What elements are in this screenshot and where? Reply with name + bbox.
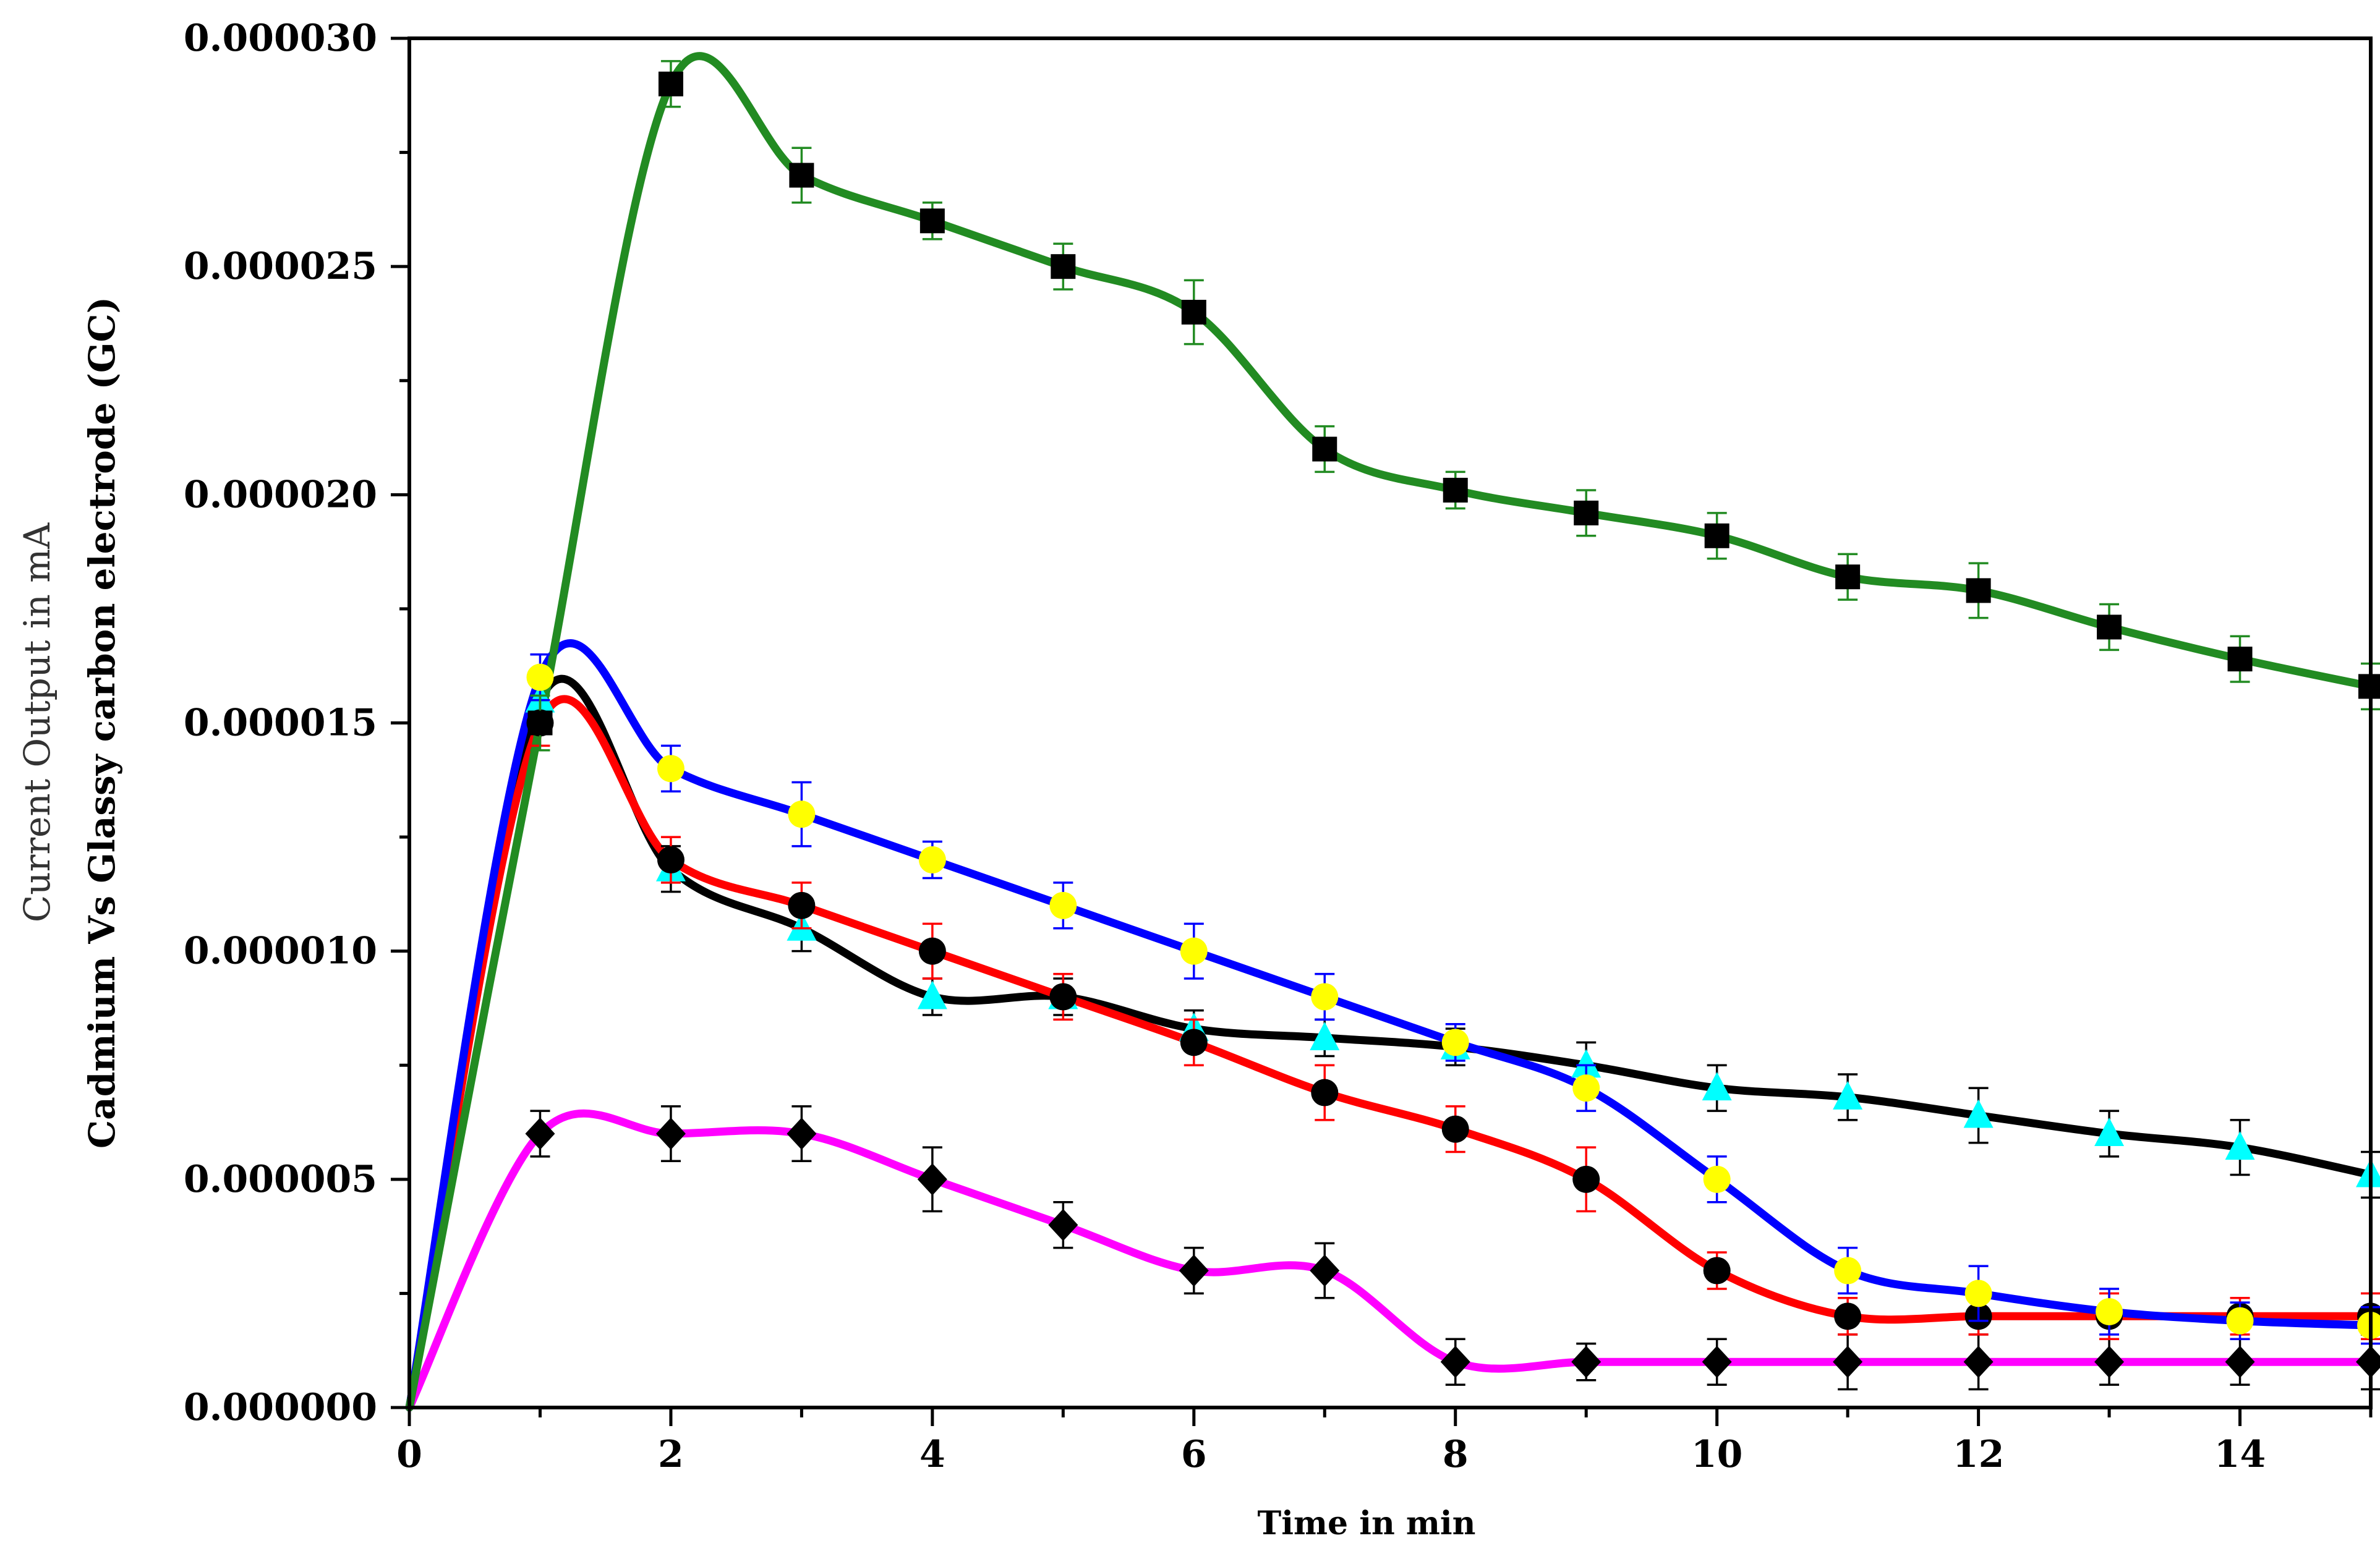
data-point-square bbox=[1704, 523, 1730, 548]
y-tick-label: 0.000015 bbox=[184, 702, 377, 745]
data-point-square bbox=[1312, 436, 1337, 462]
data-point-circle bbox=[1964, 1280, 1992, 1307]
series-points-blue-circles bbox=[526, 653, 2380, 1345]
data-point-diamond bbox=[1440, 1346, 1470, 1378]
data-point-triangle bbox=[2356, 1158, 2380, 1187]
data-point-square bbox=[1966, 578, 1991, 603]
x-tick-label: 6 bbox=[1181, 1433, 1207, 1476]
y-tick-label: 0.000030 bbox=[184, 17, 377, 60]
data-point-triangle bbox=[1833, 1081, 1863, 1110]
data-point-square bbox=[2227, 647, 2253, 672]
data-point-triangle bbox=[1963, 1099, 1994, 1128]
x-tick-label: 14 bbox=[2214, 1433, 2266, 1476]
data-point-square bbox=[1835, 564, 1861, 590]
x-tick-label: 10 bbox=[1691, 1433, 1743, 1476]
x-tick-label: 12 bbox=[1953, 1433, 2005, 1476]
data-point-square bbox=[919, 208, 945, 234]
data-point-circle bbox=[1049, 891, 1077, 919]
data-point-triangle bbox=[2225, 1131, 2255, 1160]
axis-layer: 0 2 4 6 8 10 12 14 0.000000 0.000005 0.000010 0.000… bbox=[184, 17, 2373, 1476]
series-line-green-squares bbox=[405, 52, 2375, 1412]
data-point-circle bbox=[788, 801, 816, 828]
data-point-circle bbox=[918, 846, 946, 873]
data-point-triangle bbox=[1571, 1049, 1602, 1078]
series-line-magenta-diamonds bbox=[405, 1109, 2375, 1412]
x-tick-label: 2 bbox=[658, 1433, 684, 1476]
series-line-red-circles bbox=[405, 695, 2375, 1412]
data-point-square bbox=[789, 163, 814, 188]
data-point-circle bbox=[1834, 1302, 1862, 1330]
data-point-diamond bbox=[1833, 1346, 1863, 1378]
data-point-circle bbox=[1180, 1029, 1208, 1056]
series-line-blue-circles bbox=[405, 639, 2375, 1412]
data-point-circle bbox=[1311, 1079, 1339, 1106]
y-tick-label: 0.000025 bbox=[184, 245, 377, 288]
data-point-diamond bbox=[917, 1163, 947, 1196]
data-point-diamond bbox=[655, 1118, 686, 1150]
data-point-triangle bbox=[1310, 1021, 1340, 1050]
data-point-circle bbox=[2096, 1298, 2123, 1325]
data-point-circle bbox=[1572, 1074, 1600, 1102]
data-point-square bbox=[1443, 477, 1468, 503]
data-point-diamond bbox=[525, 1118, 555, 1150]
data-point-circle bbox=[1311, 983, 1339, 1011]
data-point-circle bbox=[1049, 983, 1077, 1011]
x-tick-label: 8 bbox=[1443, 1433, 1469, 1476]
x-tick-label: 4 bbox=[919, 1433, 945, 1476]
data-point-circle bbox=[526, 663, 554, 691]
series-line-black-triangles bbox=[405, 674, 2375, 1412]
data-point-diamond bbox=[1963, 1346, 1994, 1378]
data-point-square bbox=[1051, 254, 1076, 279]
data-point-circle bbox=[1441, 1115, 1469, 1143]
data-point-circle bbox=[1703, 1165, 1731, 1193]
data-point-square bbox=[2097, 614, 2122, 640]
data-point-circle bbox=[2226, 1307, 2254, 1335]
series-layer bbox=[405, 52, 2380, 1412]
data-point-circle bbox=[918, 937, 946, 965]
data-point-square bbox=[658, 71, 683, 96]
series-points-magenta-diamonds bbox=[525, 1105, 2380, 1391]
x-tick-label: 0 bbox=[396, 1433, 422, 1476]
data-point-circle bbox=[657, 846, 685, 873]
y-axis-label-line1: Current Output in mA bbox=[16, 522, 58, 922]
y-tick-label: 0.000000 bbox=[184, 1386, 377, 1429]
data-point-square bbox=[527, 710, 553, 736]
data-point-diamond bbox=[2356, 1346, 2380, 1378]
data-point-circle bbox=[1834, 1257, 1862, 1285]
data-point-triangle bbox=[2094, 1118, 2125, 1146]
data-point-diamond bbox=[2094, 1346, 2125, 1378]
series-points-red-circles bbox=[526, 699, 2380, 1340]
series-points-green-squares bbox=[527, 60, 2380, 752]
data-point-circle bbox=[788, 891, 816, 919]
plot-frame bbox=[407, 36, 2373, 1409]
data-point-circle bbox=[657, 755, 685, 783]
data-point-square bbox=[1181, 300, 1206, 325]
data-point-circle bbox=[2357, 1312, 2380, 1340]
data-point-diamond bbox=[1571, 1346, 1602, 1378]
data-point-triangle bbox=[917, 980, 947, 1009]
data-point-diamond bbox=[1179, 1254, 1209, 1287]
y-axis-label-line2: Cadmium Vs Glassy carbon electrode (GC) bbox=[81, 297, 123, 1149]
data-point-circle bbox=[1572, 1165, 1600, 1193]
x-axis-label: Time in min bbox=[1258, 1505, 1476, 1542]
data-point-diamond bbox=[2225, 1346, 2255, 1378]
data-point-square bbox=[1574, 500, 1599, 525]
y-tick-label: 0.000020 bbox=[184, 473, 377, 516]
data-point-circle bbox=[1180, 937, 1208, 965]
data-point-diamond bbox=[1702, 1346, 1732, 1378]
y-tick-label: 0.000005 bbox=[184, 1158, 377, 1201]
data-point-diamond bbox=[787, 1118, 817, 1150]
data-point-diamond bbox=[1048, 1208, 1078, 1241]
y-tick-label: 0.000010 bbox=[184, 930, 377, 973]
data-point-circle bbox=[1703, 1257, 1731, 1285]
data-point-triangle bbox=[1702, 1072, 1732, 1101]
data-point-circle bbox=[1441, 1029, 1469, 1056]
data-point-diamond bbox=[1310, 1254, 1340, 1287]
